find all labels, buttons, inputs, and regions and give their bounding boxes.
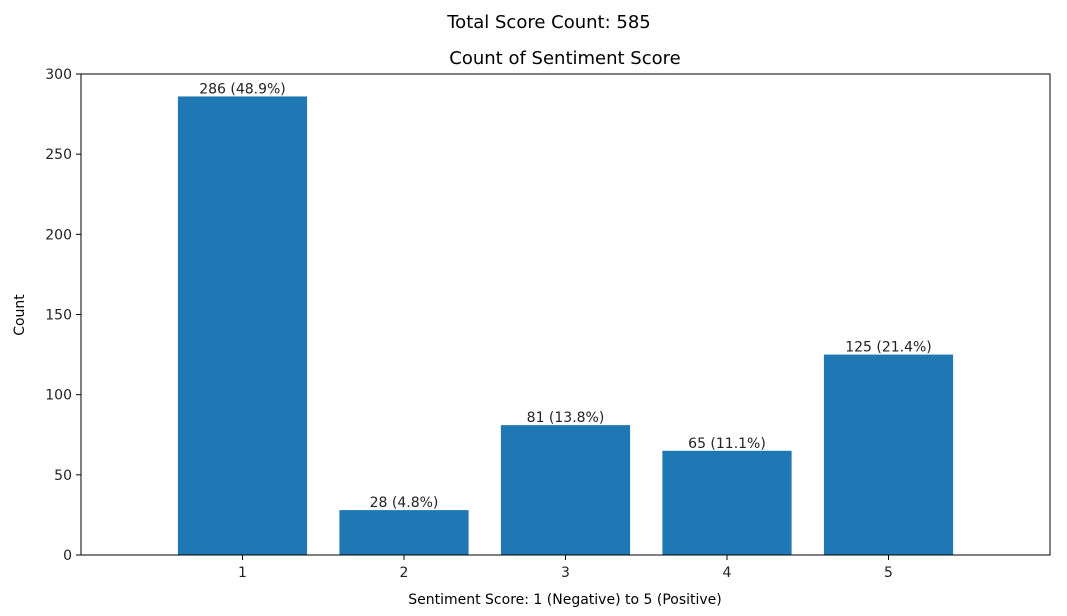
x-axis-ticks: 1 2 3 4 5 — [238, 555, 893, 581]
bar-4 — [662, 450, 792, 555]
y-tick-label: 0 — [63, 548, 72, 564]
y-axis-label: Count — [12, 294, 28, 336]
bar-value-label: 286 (48.9%) — [199, 81, 286, 97]
y-tick-label: 250 — [45, 147, 72, 163]
y-tick-label: 150 — [45, 308, 72, 324]
x-tick-label: 1 — [238, 565, 247, 581]
chart-title: Count of Sentiment Score — [449, 48, 680, 69]
x-tick-label: 2 — [400, 565, 409, 581]
bar-value-label: 81 (13.8%) — [527, 410, 605, 426]
bar-2 — [339, 510, 469, 555]
bar-value-labels: 286 (48.9%) 28 (4.8%) 81 (13.8%) 65 (11.1%)… — [199, 81, 932, 511]
y-tick-label: 200 — [45, 227, 72, 243]
bar-value-label: 125 (21.4%) — [845, 340, 932, 356]
x-axis-label: Sentiment Score: 1 (Negative) to 5 (Posi… — [408, 592, 722, 608]
y-axis-ticks: 0 50 100 150 200 250 300 — [45, 67, 81, 564]
bar-5 — [823, 354, 954, 555]
bar-value-label: 28 (4.8%) — [370, 495, 439, 511]
bars — [177, 96, 954, 556]
figure-suptitle: Total Score Count: 585 — [446, 12, 651, 33]
x-tick-label: 5 — [884, 565, 893, 581]
bar-1 — [177, 96, 308, 556]
y-tick-label: 50 — [54, 468, 72, 484]
y-tick-label: 100 — [45, 388, 72, 404]
y-tick-label: 300 — [45, 67, 72, 83]
bar-value-label: 65 (11.1%) — [688, 436, 766, 452]
x-tick-label: 3 — [561, 565, 570, 581]
plot-frame — [80, 73, 1051, 556]
bar-3 — [500, 425, 631, 555]
x-tick-label: 4 — [723, 565, 732, 581]
